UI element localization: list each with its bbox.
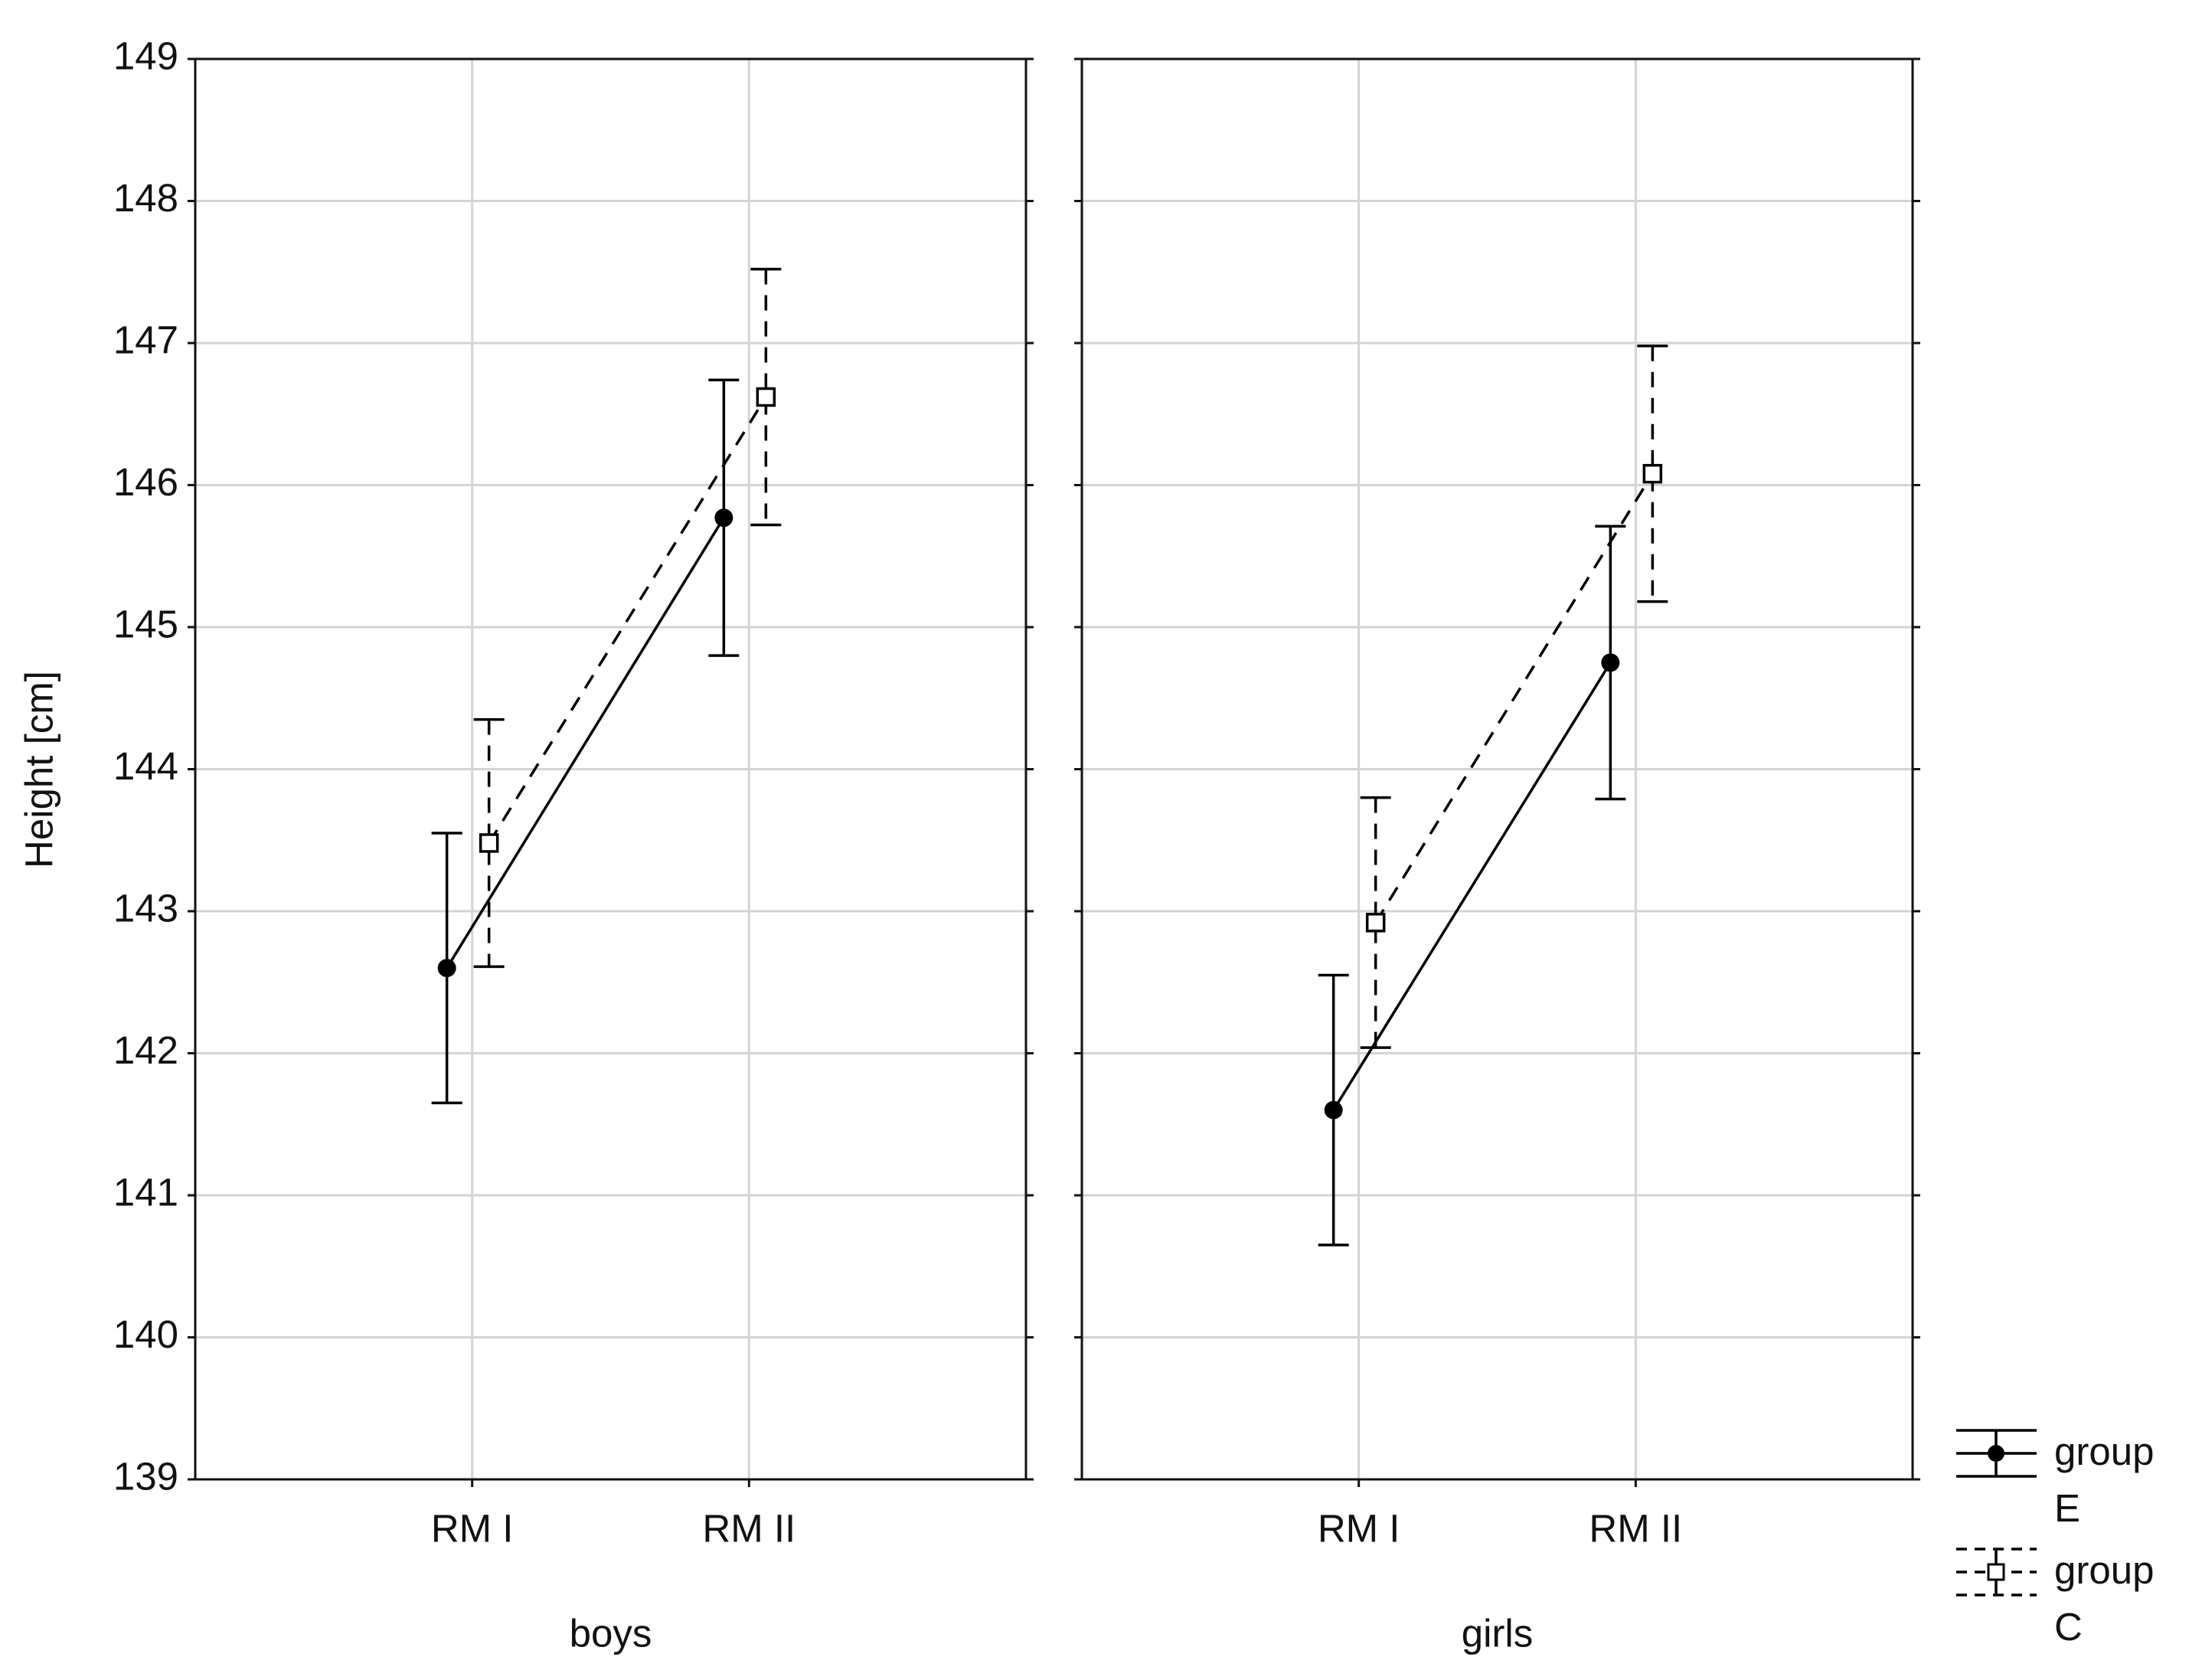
legend-swatch <box>1988 1445 2004 1462</box>
series-line <box>488 396 767 844</box>
marker <box>714 508 733 528</box>
series-line <box>1374 472 1654 923</box>
marker <box>1642 463 1663 484</box>
y-axis-label: Height [cm] <box>17 671 60 868</box>
legend-swatch <box>1987 1563 2005 1581</box>
x-axis-label: girls <box>1462 1611 1534 1655</box>
y-tick-label: 142 <box>113 1028 178 1072</box>
y-tick-label: 141 <box>113 1170 178 1214</box>
y-tick-label: 144 <box>113 744 178 788</box>
y-tick-label: 149 <box>113 34 178 77</box>
x-tick-label: RM I <box>1318 1506 1400 1550</box>
series-line <box>446 517 725 969</box>
marker <box>1324 1100 1343 1119</box>
marker <box>479 833 499 853</box>
series-line <box>1332 662 1612 1111</box>
x-tick-label: RM II <box>702 1506 796 1550</box>
y-tick-label: 140 <box>113 1312 178 1356</box>
y-tick-label: 139 <box>113 1454 178 1498</box>
marker <box>1365 913 1386 933</box>
marker <box>756 387 776 407</box>
marker <box>1601 653 1620 672</box>
x-axis-label: boys <box>570 1611 652 1655</box>
y-tick-label: 143 <box>113 886 178 930</box>
legend-label: group E <box>2054 1430 2155 1530</box>
plot-frame <box>1080 57 1914 1481</box>
y-tick-label: 148 <box>113 176 178 220</box>
x-tick-label: RM I <box>431 1506 514 1550</box>
legend-label: group C <box>2054 1548 2155 1649</box>
y-tick-label: 147 <box>113 318 178 361</box>
plot-frame <box>194 57 1028 1481</box>
y-tick-label: 145 <box>113 602 178 646</box>
marker <box>437 959 456 978</box>
y-tick-label: 146 <box>113 460 178 504</box>
x-tick-label: RM II <box>1589 1506 1682 1550</box>
